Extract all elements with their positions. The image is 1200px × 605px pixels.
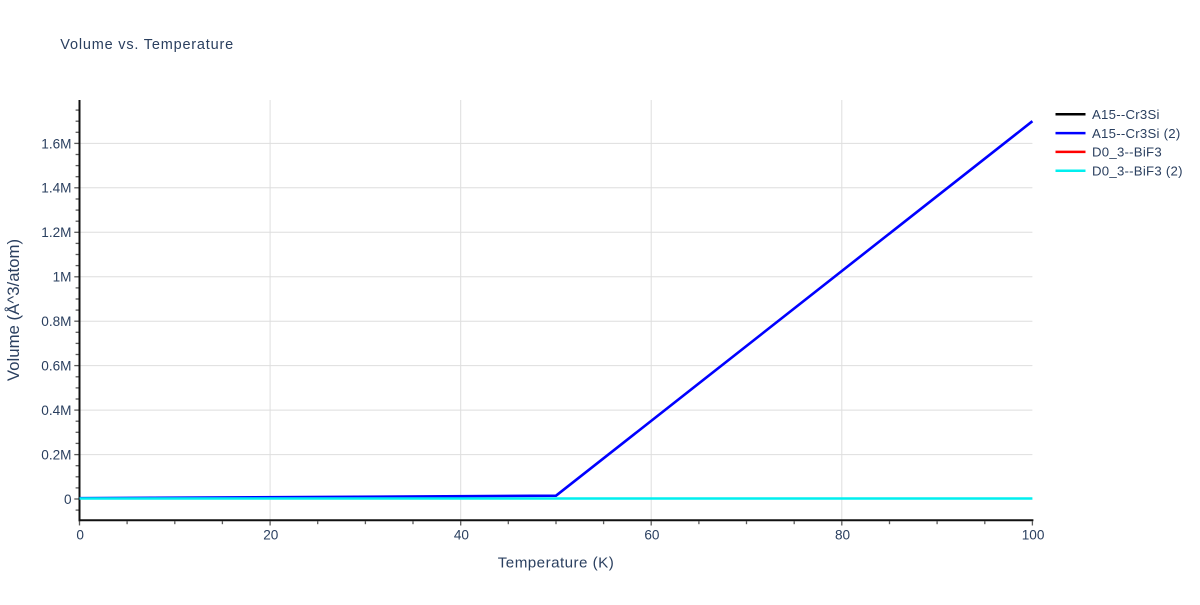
svg-text:100: 100 bbox=[1022, 528, 1045, 543]
svg-text:1.6M: 1.6M bbox=[41, 136, 71, 151]
svg-text:1.4M: 1.4M bbox=[41, 181, 71, 196]
svg-text:80: 80 bbox=[835, 528, 851, 543]
svg-text:0: 0 bbox=[64, 492, 72, 507]
svg-text:20: 20 bbox=[263, 528, 279, 543]
svg-text:1M: 1M bbox=[53, 270, 72, 285]
svg-text:A15--Cr3Si (2): A15--Cr3Si (2) bbox=[1092, 126, 1181, 141]
svg-text:0.8M: 0.8M bbox=[41, 314, 71, 329]
svg-text:60: 60 bbox=[644, 528, 660, 543]
svg-text:40: 40 bbox=[454, 528, 470, 543]
svg-text:A15--Cr3Si: A15--Cr3Si bbox=[1092, 107, 1160, 122]
svg-text:Temperature (K): Temperature (K) bbox=[498, 555, 614, 572]
svg-text:0.2M: 0.2M bbox=[41, 447, 71, 462]
svg-text:Volume vs. Temperature: Volume vs. Temperature bbox=[60, 37, 234, 53]
svg-text:0.4M: 0.4M bbox=[41, 403, 71, 418]
svg-text:1.2M: 1.2M bbox=[41, 225, 71, 240]
svg-text:0.6M: 0.6M bbox=[41, 359, 71, 374]
svg-text:0: 0 bbox=[76, 528, 84, 543]
svg-text:D0_3--BiF3 (2): D0_3--BiF3 (2) bbox=[1092, 163, 1183, 178]
svg-text:Volume (Å^3/atom): Volume (Å^3/atom) bbox=[4, 239, 23, 381]
svg-text:D0_3--BiF3: D0_3--BiF3 bbox=[1092, 145, 1162, 160]
